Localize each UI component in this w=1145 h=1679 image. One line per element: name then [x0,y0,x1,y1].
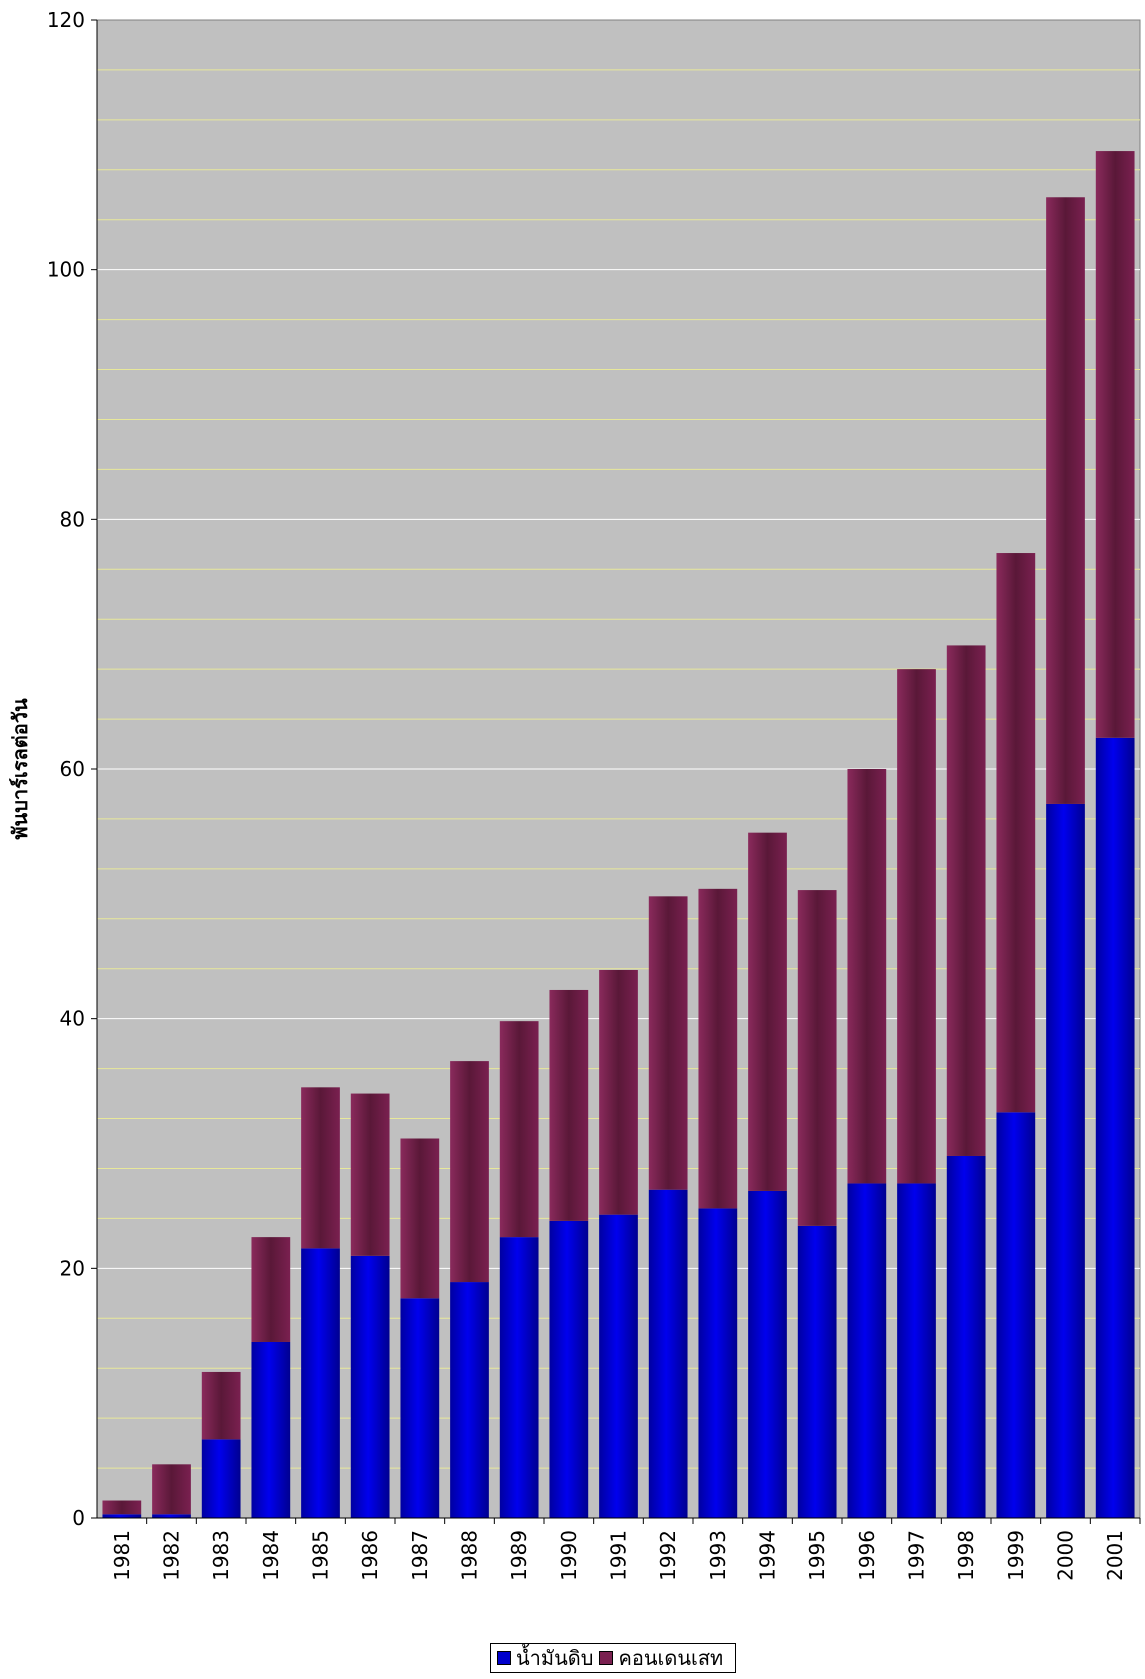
bar-condensate-1984 [251,1237,291,1342]
legend-label-crude: น้ำมันดิบ [516,1646,594,1670]
x-tick-label: 1995 [805,1530,829,1581]
bar-crude-1990 [549,1220,589,1518]
bar-condensate-1996 [847,769,887,1184]
x-tick-label: 1985 [309,1530,333,1581]
bar-condensate-1989 [499,1021,539,1238]
x-tick-label: 1984 [259,1530,283,1581]
bar-crude-1995 [797,1225,837,1518]
bar-crude-1998 [946,1155,986,1518]
bar-condensate-1988 [450,1061,489,1283]
bar-condensate-1993 [698,888,738,1209]
bar-condensate-1992 [648,896,688,1190]
y-axis-title: พันบาร์เรลต่อวัน [8,698,32,840]
bar-crude-1981 [102,1514,142,1518]
bar-condensate-1985 [301,1087,340,1249]
bar-condensate-1998 [946,645,986,1156]
bar-condensate-1981 [102,1500,142,1515]
y-tick-label: 40 [60,1007,85,1031]
y-tick-label: 0 [72,1506,85,1530]
legend: น้ำมันดิบ คอนเดนเสท [490,1642,737,1674]
bar-condensate-1991 [599,969,638,1215]
bar-condensate-1997 [897,669,936,1184]
bar-condensate-2000 [1046,197,1085,804]
x-tick-label: 1987 [408,1530,432,1581]
legend-label-condensate: คอนเดนเสท [618,1646,724,1670]
bar-crude-2001 [1095,737,1135,1518]
bar-crude-1993 [698,1208,738,1518]
bar-condensate-1999 [996,553,1036,1113]
bar-condensate-1982 [152,1464,191,1515]
x-tick-label: 1992 [656,1530,680,1581]
x-tick-label: 1998 [954,1530,978,1581]
bar-crude-1984 [251,1341,291,1518]
y-tick-label: 100 [47,258,85,282]
x-tick-label: 1996 [855,1530,879,1581]
x-tick-label: 1982 [160,1530,184,1581]
x-tick-label: 1999 [1004,1530,1028,1581]
x-tick-label: 1991 [607,1530,631,1581]
bar-crude-2000 [1046,803,1085,1518]
bar-crude-1991 [599,1214,638,1518]
bar-crude-1989 [499,1237,539,1518]
bar-crude-1985 [301,1248,340,1518]
legend-item-crude: น้ำมันดิบ [497,1642,593,1674]
bar-condensate-2001 [1095,151,1135,738]
bar-condensate-1994 [748,832,787,1191]
legend-swatch-condensate [599,1651,614,1665]
x-tick-label: 1988 [458,1530,482,1581]
x-tick-label: 1994 [756,1530,780,1581]
bar-crude-1987 [400,1298,440,1518]
x-tick-label: 1981 [110,1530,134,1581]
x-tick-label: 1989 [507,1530,531,1581]
x-tick-label: 1990 [557,1530,581,1581]
x-tick-label: 1997 [905,1530,929,1581]
legend-swatch-crude [497,1651,511,1665]
bar-condensate-1990 [549,989,589,1221]
bar-crude-1982 [152,1514,191,1518]
bar-crude-1997 [897,1183,936,1518]
y-tick-label: 60 [60,757,85,781]
bar-crude-1986 [350,1255,390,1518]
bar-condensate-1986 [350,1093,390,1256]
legend-item-condensate: คอนเดนเสท [599,1642,723,1674]
y-tick-label: 120 [47,8,85,32]
bar-crude-1996 [847,1183,887,1518]
x-tick-label: 2001 [1103,1530,1127,1581]
y-tick-label: 80 [60,507,85,531]
bar-crude-1992 [648,1189,688,1518]
bar-crude-1983 [201,1439,241,1518]
x-tick-label: 1986 [358,1530,382,1581]
bar-condensate-1987 [400,1138,440,1299]
bar-condensate-1983 [201,1371,241,1440]
bar-crude-1994 [748,1190,787,1518]
bar-crude-1988 [450,1282,489,1518]
bar-crude-1999 [996,1112,1036,1518]
y-tick-label: 20 [60,1256,85,1280]
x-tick-label: 1993 [706,1530,730,1581]
x-tick-label: 1983 [209,1530,233,1581]
bar-condensate-1995 [797,890,837,1226]
x-tick-label: 2000 [1054,1530,1078,1581]
